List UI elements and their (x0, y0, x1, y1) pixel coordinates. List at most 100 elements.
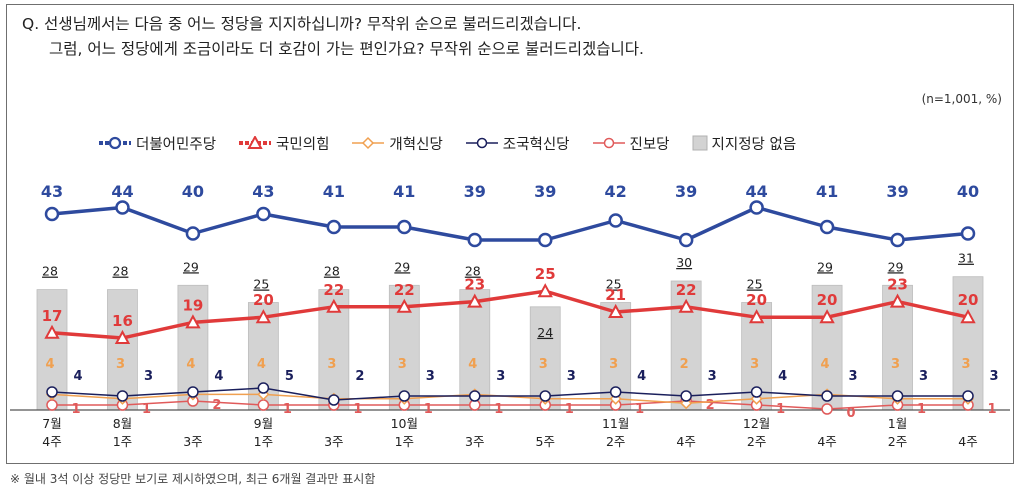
democratic-value-label: 39 (534, 182, 556, 201)
no-party-bar-label: 28 (113, 264, 129, 279)
rebuilding-point (750, 386, 763, 398)
ppp-value-label: 25 (535, 265, 556, 283)
ppp-point (678, 298, 694, 313)
ppp-point (537, 283, 553, 298)
chart-frame (6, 4, 1014, 464)
ppp-line (51, 289, 969, 340)
ppp-point (326, 298, 342, 313)
ppp-value-label: 22 (676, 281, 697, 299)
question-line-1: Q. 선생님께서는 다음 중 어느 정당을 지지하십니까? 무작위 순으로 불러… (22, 15, 582, 33)
democratic-point (537, 232, 553, 248)
reform-value-label: 4 (186, 357, 195, 372)
democratic-point (256, 206, 271, 222)
ppp-value-label: 20 (253, 291, 274, 309)
rebuilding-value-label: 4 (778, 369, 787, 384)
democratic-value-label: 41 (393, 182, 415, 201)
rebuilding-value-label: 2 (355, 369, 364, 384)
reform-value-label: 2 (680, 357, 689, 372)
legend-label: 개혁신당 (389, 136, 443, 153)
progressive-value-label: 1 (565, 402, 574, 417)
legend-line-diamond-icon (352, 136, 385, 150)
x-tick-week-label: 2주 (606, 434, 625, 449)
democratic-point (749, 200, 764, 215)
legend-label: 더불어민주당 (136, 136, 217, 153)
legend-line-circle-icon (465, 137, 498, 149)
ppp-point (114, 329, 131, 344)
democratic-value-label: 40 (957, 182, 979, 201)
rebuilding-value-label: 3 (144, 369, 153, 384)
rebuilding-value-label: 3 (708, 369, 717, 384)
democratic-point (397, 219, 412, 235)
progressive-value-label: 1 (353, 402, 362, 417)
reform-value-label: 4 (257, 357, 266, 372)
x-tick-week-label: 2주 (747, 434, 766, 449)
reform-value-label: 4 (45, 357, 54, 372)
rebuilding-point (187, 386, 199, 398)
rebuilding-point (539, 390, 551, 402)
democratic-value-label: 41 (816, 182, 838, 201)
progressive-value-label: 0 (847, 406, 856, 421)
democratic-point (890, 232, 905, 248)
ppp-point (467, 293, 483, 308)
progressive-value-label: 1 (283, 402, 292, 417)
rebuilding-point (328, 394, 340, 406)
ppp-point (255, 309, 272, 324)
x-tick-month-label: 1월 (888, 416, 907, 431)
rebuilding-point (609, 386, 622, 398)
legend-bar-icon (692, 135, 708, 151)
ppp-value-label: 21 (605, 286, 626, 304)
democratic-point (960, 226, 976, 241)
no-party-bar-label: 31 (958, 251, 974, 266)
sample-size-note: (n=1,001, %) (921, 92, 1002, 106)
no-party-bar-label: 30 (676, 255, 692, 270)
x-tick-week-label: 1주 (395, 434, 414, 449)
rebuilding-value-label: 5 (285, 369, 294, 384)
x-tick-month-label: 9월 (254, 416, 273, 431)
democratic-value-label: 43 (252, 182, 274, 201)
rebuilding-value-label: 3 (567, 369, 576, 384)
progressive-value-label: 1 (776, 402, 785, 417)
ppp-value-label: 22 (323, 281, 344, 299)
x-tick-week-label: 3주 (183, 434, 202, 449)
ppp-point (889, 293, 906, 308)
progressive-point (821, 403, 833, 415)
democratic-point (467, 232, 483, 248)
rebuilding-point (46, 386, 58, 398)
legend-label: 조국혁신당 (502, 136, 570, 153)
rebuilding-value-label: 3 (919, 369, 928, 384)
reform-value-label: 4 (821, 357, 830, 372)
rebuilding-value-label: 4 (637, 369, 646, 384)
rebuilding-point (680, 390, 692, 402)
legend-line-circle-icon (592, 137, 625, 149)
legend-label: 지지정당 없음 (711, 136, 797, 153)
legend-line-circle-icon (99, 136, 131, 150)
democratic-value-label: 40 (182, 182, 204, 201)
no-party-bar-label: 28 (324, 264, 340, 279)
legend-item-rebuilding: 조국혁신당 (465, 133, 570, 154)
x-tick-week-label: 4주 (676, 434, 695, 449)
legend-item-no-party: 지지정당 없음 (692, 133, 797, 154)
x-tick-week-label: 5주 (536, 434, 555, 449)
ppp-point (748, 309, 765, 324)
legend-item-ppp: 국민의힘 (238, 133, 329, 154)
democratic-value-label: 39 (464, 182, 486, 201)
no-party-bar-label: 29 (817, 259, 833, 274)
democratic-point (185, 226, 201, 241)
ppp-value-label: 17 (42, 307, 63, 325)
democratic-line (51, 205, 969, 242)
ppp-value-label: 20 (817, 291, 838, 309)
ppp-value-label: 16 (112, 312, 133, 330)
x-tick-month-label: 11월 (602, 416, 629, 431)
no-party-bar-label: 24 (537, 325, 553, 340)
democratic-value-label: 44 (745, 182, 767, 201)
progressive-value-label: 1 (424, 402, 433, 417)
rebuilding-line (51, 387, 968, 401)
x-tick-week-label: 4주 (42, 434, 61, 449)
progressive-point (257, 399, 270, 411)
democratic-value-label: 41 (323, 182, 345, 201)
ppp-value-label: 19 (182, 296, 203, 314)
ppp-point (960, 309, 976, 324)
no-party-bar (952, 276, 984, 411)
progressive-point (46, 399, 58, 411)
